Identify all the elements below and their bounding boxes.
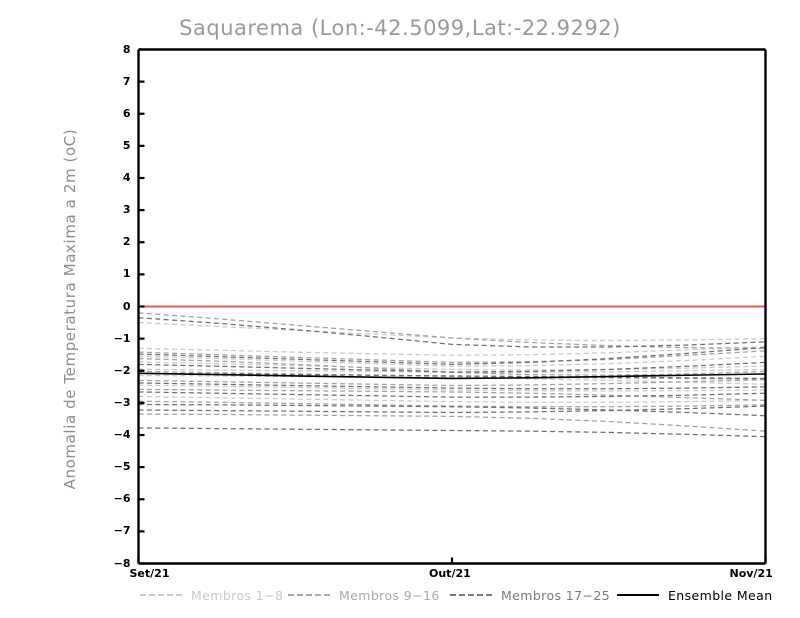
y-axis-tick-label: −2 <box>113 363 131 377</box>
x-axis-tick-label: Out/21 <box>429 566 471 580</box>
series-line-member <box>138 379 766 387</box>
series-line-member <box>138 312 766 349</box>
y-axis-tick-label: 4 <box>122 171 131 184</box>
y-axis-tick-label: 2 <box>122 235 131 249</box>
series-line-member <box>138 391 766 398</box>
y-axis-tick-label: −3 <box>113 395 131 409</box>
series-line-member <box>138 388 766 401</box>
legend-label: Membros 9−16 <box>339 587 440 603</box>
series-line-member <box>138 403 766 417</box>
series-line-member <box>138 413 766 432</box>
legend-label: Membros 17−25 <box>501 587 611 603</box>
y-axis-tick-label: −1 <box>113 331 131 345</box>
y-axis-tick-label: 0 <box>122 299 131 313</box>
series-line-member <box>138 405 766 414</box>
series-layer <box>138 312 766 438</box>
legend-solid-line-icon <box>617 594 659 596</box>
legend-item: Membros 17−25 <box>450 586 610 604</box>
series-line-member <box>138 317 766 348</box>
axis-ticks-layer <box>137 48 767 565</box>
y-axis-tick-label: 3 <box>122 203 131 217</box>
y-axis-tick-label: 6 <box>122 106 131 120</box>
series-line-member <box>138 350 766 364</box>
x-axis-tick-label: Nov/21 <box>729 566 773 580</box>
series-line-ensemble-mean <box>138 372 766 380</box>
y-axis-tick-label: −8 <box>113 556 131 570</box>
series-line-member <box>138 400 766 408</box>
y-axis-tick-label: 1 <box>122 267 131 281</box>
legend-dashed-line-icon <box>288 594 330 596</box>
y-axis-tick-label: 7 <box>122 74 131 88</box>
y-axis-tick-label: −7 <box>113 524 131 538</box>
x-axis-tick-label: Set/21 <box>129 566 170 580</box>
series-line-member <box>138 372 766 380</box>
y-axis-tick-label: −6 <box>113 492 131 506</box>
series-line-member <box>138 427 766 438</box>
series-line-member <box>138 384 766 392</box>
chart-legend: Membros 1−8 Membros 9−16 Membros 17−25 Ense… <box>0 586 800 608</box>
y-axis-tick-label: 8 <box>122 42 131 56</box>
y-axis-tick-label: 5 <box>122 138 131 152</box>
legend-dashed-line-icon <box>450 594 492 596</box>
legend-dashed-line-icon <box>140 594 182 596</box>
legend-item: Membros 1−8 <box>140 586 283 604</box>
legend-item: Ensemble Mean <box>617 586 773 604</box>
legend-label: Membros 1−8 <box>191 587 284 603</box>
series-line-member <box>138 382 766 390</box>
series-line-member <box>138 361 766 373</box>
series-line-member <box>138 370 766 380</box>
series-line-member <box>138 346 766 365</box>
series-line-member <box>138 355 766 367</box>
y-axis-tick-label: −4 <box>113 428 131 441</box>
page-title: Saquarema (Lon:-42.5099,Lat:-22.9292) <box>179 16 621 40</box>
legend-item: Membros 9−16 <box>288 586 440 604</box>
series-line-member <box>138 346 766 356</box>
y-axis-tick-label: −5 <box>113 460 131 474</box>
series-line-member <box>138 395 766 403</box>
series-line-member <box>138 361 766 371</box>
legend-label: Ensemble Mean <box>668 587 773 603</box>
